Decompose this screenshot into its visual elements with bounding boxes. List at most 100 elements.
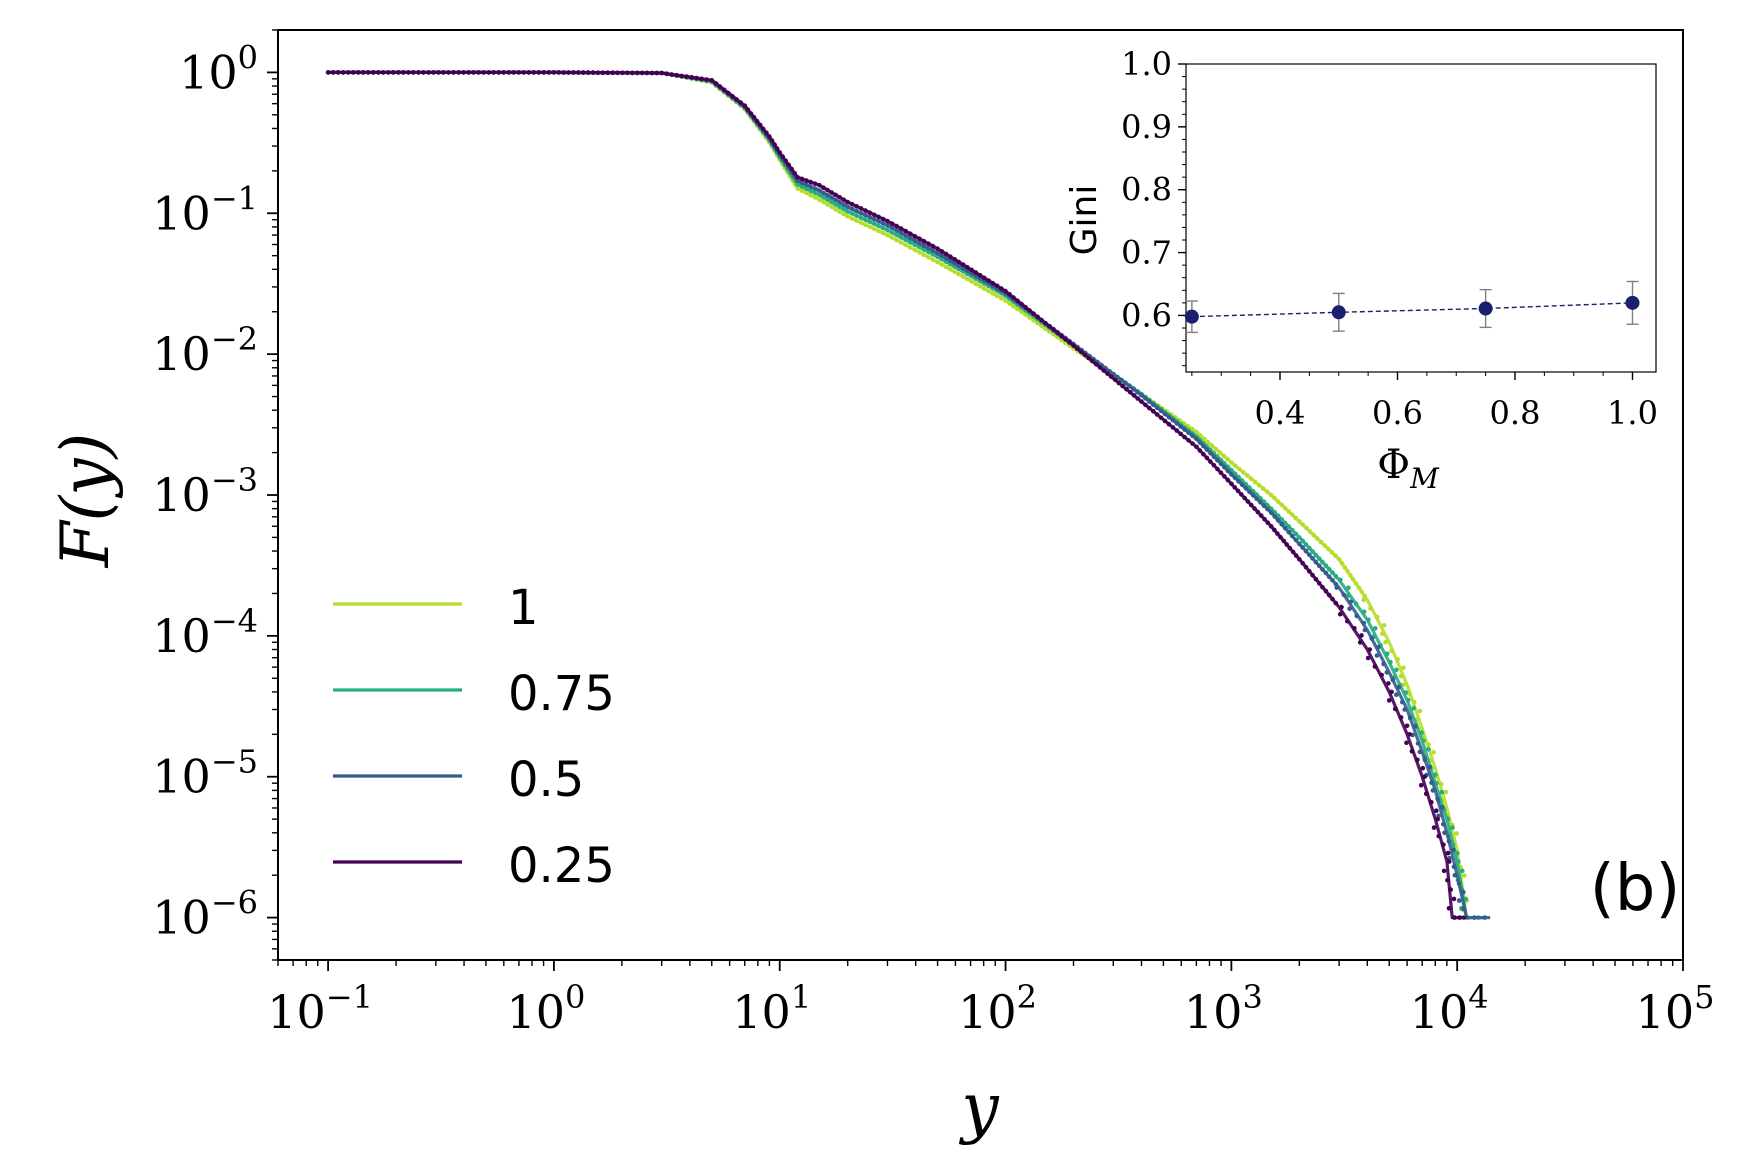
series-point-0.25 bbox=[907, 231, 913, 236]
series-point-0.25 bbox=[491, 70, 497, 75]
series-point-0.5 bbox=[1456, 881, 1462, 886]
main-series bbox=[325, 70, 1491, 920]
series-point-0.25 bbox=[1201, 451, 1206, 457]
series-point-0.5 bbox=[894, 228, 899, 233]
series-point-0.25 bbox=[471, 70, 476, 75]
series-point-0.25 bbox=[669, 72, 674, 77]
series-point-0.25 bbox=[340, 70, 346, 75]
series-point-0.25 bbox=[1215, 466, 1220, 472]
series-point-0.25 bbox=[1023, 304, 1028, 310]
series-point-0.25 bbox=[1300, 560, 1305, 566]
series-point-1 bbox=[1311, 532, 1317, 538]
series-point-0.25 bbox=[1035, 314, 1040, 320]
series-point-0.25 bbox=[1415, 757, 1420, 763]
inset-point bbox=[1184, 309, 1199, 324]
series-point-1 bbox=[821, 199, 826, 205]
series-point-1 bbox=[1326, 546, 1331, 552]
series-point-0.5 bbox=[1265, 506, 1270, 512]
series-point-1 bbox=[1297, 519, 1302, 524]
series-point-0.25 bbox=[1441, 868, 1447, 874]
series-point-0.75 bbox=[799, 184, 805, 189]
series-point-0.25 bbox=[1208, 459, 1213, 464]
x-tick-label: 103 bbox=[1184, 978, 1263, 1039]
y-tick-base: 10 bbox=[152, 468, 211, 522]
x-tick-exponent: −1 bbox=[326, 978, 373, 1016]
series-point-0.75 bbox=[808, 188, 813, 194]
series-point-0.25 bbox=[1124, 386, 1129, 392]
inset-y-tick-label: 0.8 bbox=[1121, 171, 1172, 209]
series-point-0.25 bbox=[894, 223, 899, 229]
series-point-0.5 bbox=[1430, 788, 1436, 793]
series-point-0.75 bbox=[804, 186, 809, 191]
series-point-0.75 bbox=[1394, 667, 1399, 673]
series-point-0.5 bbox=[1201, 443, 1206, 449]
series-point-0.25 bbox=[639, 70, 645, 76]
series-point-0.5 bbox=[1334, 585, 1339, 590]
inset-x-tick-label: 1.0 bbox=[1607, 394, 1658, 432]
series-point-1 bbox=[1241, 470, 1246, 475]
series-0.25 bbox=[325, 70, 1467, 920]
series-point-1 bbox=[898, 240, 904, 245]
series-point-0.5 bbox=[1170, 418, 1176, 423]
series-point-1 bbox=[863, 222, 868, 227]
series-point-0.25 bbox=[1204, 455, 1210, 461]
inset-y-tick-label: 0.9 bbox=[1121, 108, 1172, 146]
series-point-0.25 bbox=[1003, 288, 1008, 294]
series-point-0.25 bbox=[481, 70, 487, 75]
series-point-0.25 bbox=[501, 70, 507, 75]
series-point-0.25 bbox=[804, 178, 809, 183]
series-point-1 bbox=[1198, 433, 1203, 438]
series-point-1 bbox=[1015, 306, 1020, 312]
inset-plot: 0.4 0.6 0.8 1.0 0.6 0.7 0.8 0.9 1.0 ΦM Gini bbox=[1064, 45, 1658, 495]
series-point-0.75 bbox=[1316, 556, 1322, 561]
series-point-1 bbox=[1375, 614, 1380, 620]
series-point-0.5 bbox=[917, 240, 922, 246]
series-point-0.25 bbox=[1316, 580, 1322, 586]
series-point-1 bbox=[885, 232, 890, 238]
series-point-1 bbox=[845, 214, 850, 219]
series-point-0.25 bbox=[694, 75, 699, 81]
series-point-0.25 bbox=[595, 70, 601, 75]
series-point-1 bbox=[1286, 509, 1292, 514]
series-point-0.25 bbox=[426, 70, 431, 75]
series-point-0.75 bbox=[1460, 868, 1465, 874]
series-point-1 bbox=[1282, 505, 1288, 511]
y-tick-base: 10 bbox=[152, 891, 211, 945]
series-point-0.25 bbox=[625, 70, 630, 76]
series-point-0.5 bbox=[889, 225, 895, 231]
series-point-0.5 bbox=[829, 195, 834, 200]
series-point-0.25 bbox=[1281, 538, 1286, 544]
x-tick-base: 10 bbox=[506, 985, 565, 1039]
series-point-0.5 bbox=[1390, 677, 1396, 683]
series-point-1 bbox=[1362, 593, 1367, 599]
series-point-1 bbox=[1380, 631, 1385, 637]
series-point-0.5 bbox=[804, 182, 809, 187]
series-point-1 bbox=[829, 204, 834, 210]
series-point-0.25 bbox=[792, 170, 797, 176]
series-point-0.25 bbox=[772, 142, 777, 147]
y-tick-exponent: −5 bbox=[211, 743, 258, 781]
series-point-1 bbox=[1209, 443, 1215, 448]
series-point-0.75 bbox=[930, 252, 936, 257]
series-point-0.25 bbox=[1078, 349, 1084, 355]
series-point-0.5 bbox=[833, 197, 838, 203]
series-point-1 bbox=[1315, 536, 1320, 541]
series-point-0.5 bbox=[935, 251, 940, 256]
series-point-0.75 bbox=[885, 227, 890, 233]
series-point-0.25 bbox=[774, 146, 780, 151]
y-tick-base: 10 bbox=[152, 609, 211, 663]
series-point-0.25 bbox=[854, 204, 859, 209]
series-point-0.5 bbox=[1354, 613, 1359, 619]
series-point-0.25 bbox=[446, 70, 451, 75]
series-point-0.25 bbox=[876, 214, 881, 220]
series-point-0.25 bbox=[1147, 405, 1152, 411]
series-point-0.25 bbox=[664, 71, 669, 76]
series-point-0.5 bbox=[1174, 421, 1180, 426]
series-point-0.25 bbox=[1435, 816, 1440, 822]
series-point-0.5 bbox=[1127, 384, 1132, 389]
series-point-0.25 bbox=[939, 249, 945, 254]
series-point-0.25 bbox=[817, 183, 822, 188]
series-point-0.25 bbox=[1218, 470, 1224, 476]
series-point-0.5 bbox=[1297, 541, 1302, 547]
series-line-0.25 bbox=[328, 70, 1467, 920]
